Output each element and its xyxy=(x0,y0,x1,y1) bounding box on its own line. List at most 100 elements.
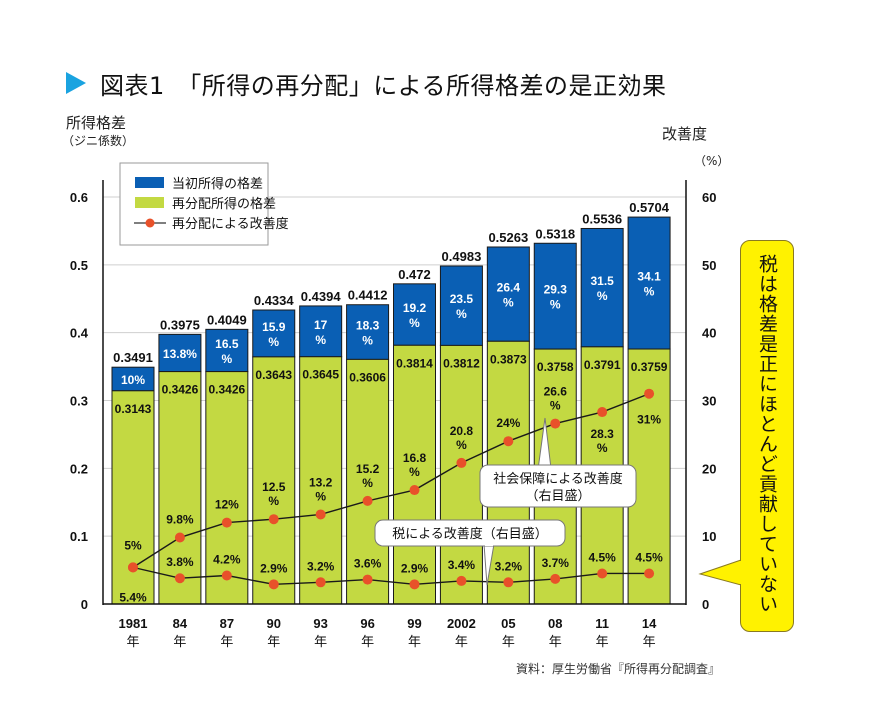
bar-redistributed-income xyxy=(299,356,343,605)
social-security-label: 9.8% xyxy=(166,513,194,527)
improvement-label: 23.5 xyxy=(450,292,474,306)
right-axis-unit: （%） xyxy=(694,154,730,168)
tick-labels: 1981 年 84 年 87 年 90 年 93 年 96 年 99 年 2002 年 05 年 08 年 11 年 14 年… xyxy=(70,190,717,649)
improvement-label: 18.3 xyxy=(356,319,380,333)
initial-income-label: 0.4412 xyxy=(348,288,388,303)
x-tick-suffix: 年 xyxy=(126,634,139,649)
initial-income-label: 0.5536 xyxy=(582,211,622,226)
left-axis-title: 所得格差 xyxy=(66,114,127,132)
bar-initial-income xyxy=(580,227,624,348)
triangle-right-icon xyxy=(66,72,86,94)
x-tick-suffix: 年 xyxy=(408,634,421,649)
bar-initial-income xyxy=(627,216,671,350)
legend-marker xyxy=(145,218,155,228)
y2-tick-label: 10 xyxy=(702,529,716,544)
social-security-label: % xyxy=(268,494,279,508)
bar-initial-income xyxy=(393,283,436,346)
chart-title: 図表1 「所得の再分配」による所得格差の是正効果 xyxy=(100,71,667,100)
marker-social-security xyxy=(503,436,514,447)
data-labels: 0.3491 10% 0.3143 0.3975 13.8% 0.3426 0.4049 16… xyxy=(113,200,670,604)
redistributed-income-label: 0.3758 xyxy=(537,360,574,374)
line-tax xyxy=(132,566,650,586)
improvement-label: 29.3 xyxy=(544,283,568,297)
redistributed-income-label: 0.3814 xyxy=(396,356,433,370)
marker-tax xyxy=(644,568,655,579)
improvement-label: % xyxy=(644,285,655,299)
social-security-bubble xyxy=(479,464,637,508)
marker-social-security xyxy=(456,457,467,468)
tax-bubble-text: 税による改善度（右目盛） xyxy=(392,526,548,541)
legend-label: 再分配所得の格差 xyxy=(172,196,276,211)
initial-income-label: 0.3975 xyxy=(160,317,200,332)
tax-label: 2.9% xyxy=(401,561,429,575)
x-tick-label: 2002 xyxy=(447,616,476,631)
y2-tick-label: 20 xyxy=(702,461,716,476)
initial-income-label: 0.5263 xyxy=(488,230,528,245)
left-axis-subtitle: （ジニ係数） xyxy=(62,134,135,148)
social-security-bubble-line2: （右目盛） xyxy=(525,488,590,503)
line-series xyxy=(128,388,655,590)
improvement-label: 13.8% xyxy=(163,347,197,361)
improvement-label: % xyxy=(409,316,420,330)
redistributed-income-label: 0.3873 xyxy=(490,352,527,366)
bar-initial-income xyxy=(252,309,296,358)
initial-income-label: 0.472 xyxy=(398,267,431,282)
social-security-label: 26.6 xyxy=(544,385,568,399)
initial-income-label: 0.4049 xyxy=(207,312,247,327)
social-security-label: 16.8 xyxy=(403,451,427,465)
marker-tax xyxy=(597,568,608,579)
marker-tax xyxy=(362,574,373,585)
redistributed-income-label: 0.3759 xyxy=(631,360,668,374)
bar-redistributed-income xyxy=(346,358,390,605)
redistributed-income-label: 0.3426 xyxy=(162,383,199,397)
improvement-label: % xyxy=(550,298,561,312)
bar-initial-income xyxy=(299,305,343,358)
social-security-label: 31% xyxy=(637,413,661,427)
social-security-bubble-line1: 社会保障による改善度 xyxy=(493,471,623,486)
bar-redistributed-income xyxy=(205,371,249,605)
y-tick-label: 0.4 xyxy=(70,326,89,341)
bars xyxy=(111,216,671,605)
social-security-label: % xyxy=(362,476,373,490)
redistributed-income-label: 0.3643 xyxy=(255,368,292,382)
y-tick-label: 0.1 xyxy=(70,529,88,544)
source-note: 資料：厚生労働省『所得再分配調査』 xyxy=(515,662,720,676)
bar-redistributed-income xyxy=(158,371,202,605)
bubble-pointer-mask xyxy=(485,542,493,546)
tax-label: 3.4% xyxy=(448,558,476,572)
x-tick-suffix: 年 xyxy=(220,634,233,649)
series-callouts: 社会保障による改善度 （右目盛） 税による改善度（右目盛） xyxy=(374,417,637,586)
marker-social-security xyxy=(268,514,279,525)
legend-swatch xyxy=(135,177,164,188)
x-tick-label: 99 xyxy=(407,616,421,631)
marker-tax xyxy=(128,562,138,573)
marker-social-security xyxy=(409,485,420,496)
line-social-security xyxy=(132,393,650,568)
y2-tick-label: 30 xyxy=(702,394,716,409)
improvement-label: % xyxy=(221,352,232,366)
right-axis-title: 改善度 xyxy=(662,125,708,143)
axes xyxy=(102,180,687,605)
improvement-label: 15.9 xyxy=(262,320,286,334)
social-security-label: 13.2 xyxy=(309,475,333,489)
redistributed-income-label: 0.3791 xyxy=(584,358,621,372)
redistributed-income-label: 0.3606 xyxy=(349,370,386,384)
social-security-label: % xyxy=(597,441,608,455)
x-tick-label: 96 xyxy=(360,616,374,631)
x-tick-label: 11 xyxy=(595,616,609,631)
y-tick-label: 0.3 xyxy=(70,394,88,409)
callout-text: 税は格差是正にほとんど貢献していない xyxy=(756,254,778,614)
improvement-label: % xyxy=(456,307,467,321)
bar-initial-income xyxy=(533,242,577,350)
social-security-label: % xyxy=(550,399,561,413)
redistributed-income-label: 0.3426 xyxy=(208,383,245,397)
x-tick-label: 1981 xyxy=(119,616,148,631)
social-security-label: 15.2 xyxy=(356,462,380,476)
x-tick-label: 84 xyxy=(173,616,188,631)
x-tick-label: 05 xyxy=(501,616,515,631)
y-tick-label: 0.6 xyxy=(70,190,88,205)
tax-label: 4.5% xyxy=(635,550,663,564)
tax-label: 4.5% xyxy=(588,550,616,564)
tax-label: 3.2% xyxy=(307,559,335,573)
